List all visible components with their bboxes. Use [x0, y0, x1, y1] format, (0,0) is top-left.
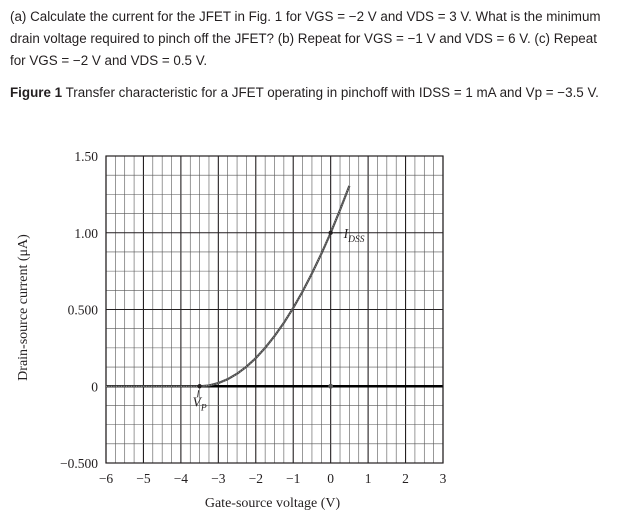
origin-point [328, 383, 334, 389]
chart-tick-labels: −6 −5 −4 −3 −2 −1 0 1 2 3 1.50 1.00 0.500 0 −0.500 [60, 149, 447, 486]
x-tick-label: 3 [440, 471, 447, 486]
chart-grid [105, 155, 444, 464]
chart-annotations: VP IDSS [193, 226, 365, 414]
figure-label: Figure 1 [10, 85, 63, 100]
y-tick-label: 1.50 [74, 149, 98, 164]
vp-label: VP [193, 394, 207, 413]
x-tick-label: −4 [174, 471, 189, 486]
transfer-curve-texture [106, 185, 350, 387]
idss-label: IDSS [343, 226, 365, 245]
chart-plot [106, 185, 351, 389]
y-tick-label: 0.500 [68, 303, 99, 318]
x-tick-label: −6 [99, 471, 114, 486]
x-tick-label: −5 [136, 471, 151, 486]
x-tick-label: 0 [327, 471, 334, 486]
y-tick-label: −0.500 [60, 456, 98, 471]
x-axis-label: Gate-source voltage (V) [205, 496, 341, 511]
y-tick-label: 1.00 [74, 226, 98, 241]
vp-leader [197, 390, 200, 398]
problem-statement: (a) Calculate the current for the JFET i… [10, 9, 601, 68]
y-axis-label: Drain-source current (μA) [16, 234, 31, 381]
x-tick-label: −3 [211, 471, 226, 486]
x-tick-label: −1 [286, 471, 300, 486]
figure-caption-text: Transfer characteristic for a JFET opera… [65, 85, 599, 100]
idss-point [328, 230, 333, 235]
x-tick-label: 2 [402, 471, 409, 486]
x-tick-label: −2 [249, 471, 263, 486]
plot-frame [105, 155, 444, 464]
y-tick-label: 0 [91, 379, 98, 394]
vp-point [197, 384, 202, 389]
figure-caption: Figure 1 Transfer characteristic for a J… [10, 82, 615, 104]
x-tick-label: 1 [365, 471, 372, 486]
